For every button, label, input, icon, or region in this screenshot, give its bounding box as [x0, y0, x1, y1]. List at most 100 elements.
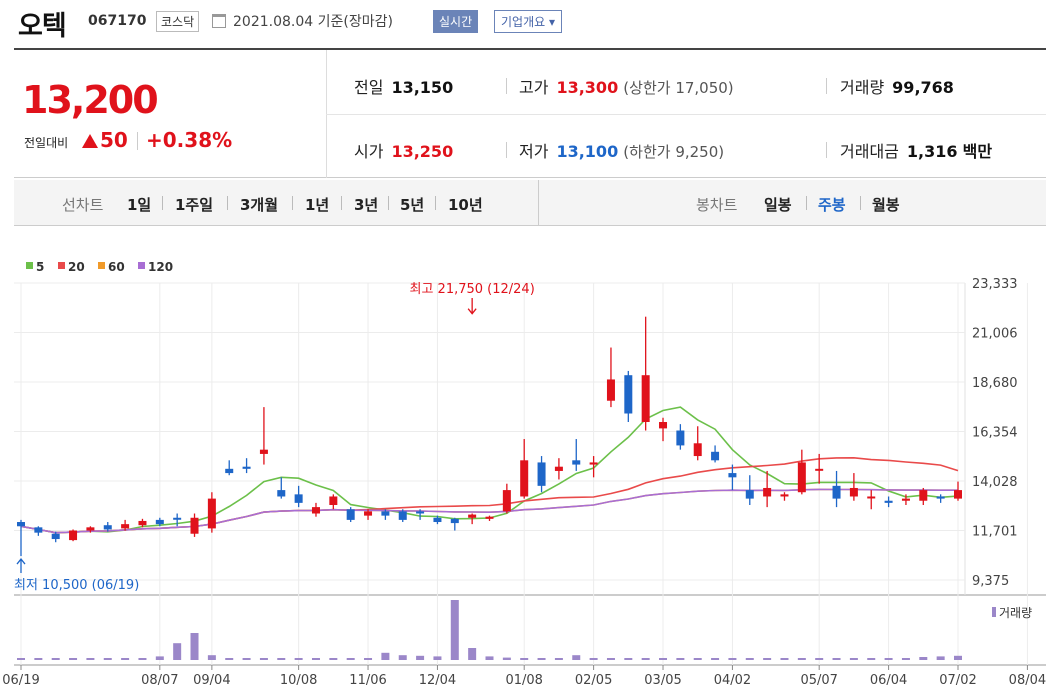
low-value: 13,100 — [556, 142, 619, 161]
realtime-button[interactable]: 실시간 — [433, 10, 479, 33]
volume-bar — [711, 658, 720, 660]
x-tick-label: 08/04 — [1009, 673, 1046, 688]
legend-swatch — [26, 262, 33, 269]
candle-body — [728, 473, 737, 478]
tab-1w[interactable]: 1주일 — [175, 196, 214, 214]
volume-bar — [329, 658, 338, 660]
high-price: 고가 13,300 (상한가 17,050) — [519, 74, 734, 98]
volume-bar — [103, 658, 112, 660]
volume-legend-label: 거래량 — [999, 606, 1032, 620]
current-price: 13,200 — [22, 78, 159, 122]
tab-monthly[interactable]: 월봉 — [872, 196, 900, 214]
candle-body — [659, 422, 668, 429]
candle-body — [138, 520, 147, 526]
candle-body — [676, 430, 685, 446]
divider — [292, 196, 293, 210]
candle-body — [51, 533, 60, 540]
volume-bar — [901, 658, 910, 660]
legend-label: 5 — [36, 260, 44, 274]
tab-3y[interactable]: 3년 — [354, 196, 379, 214]
max-arrow — [467, 298, 477, 315]
divider — [506, 142, 507, 158]
candle-body — [34, 527, 43, 533]
x-tick-label: 11/06 — [349, 673, 386, 688]
stock-name: 오텍 — [18, 11, 67, 42]
open-label: 시가 — [354, 142, 384, 161]
tab-5y[interactable]: 5년 — [400, 196, 425, 214]
candle-body — [954, 490, 962, 499]
volume-bar — [398, 655, 407, 660]
candle-body — [867, 496, 876, 499]
volume-bar — [433, 656, 442, 660]
candle-body — [884, 500, 893, 503]
legend-label: 120 — [148, 260, 173, 274]
candle-body — [346, 509, 355, 520]
candle-body — [173, 517, 182, 520]
candle-body — [277, 490, 286, 497]
legend-swatch — [98, 262, 105, 269]
candle-body — [17, 522, 25, 527]
volume-bar — [763, 658, 772, 660]
candle-body — [242, 466, 251, 469]
candle-body — [207, 498, 216, 529]
candle-body — [606, 379, 615, 401]
company-overview-dropdown[interactable]: 기업개요 ▾ — [494, 10, 562, 33]
tab-10y[interactable]: 10년 — [448, 196, 483, 214]
volume-bar — [416, 655, 425, 660]
volume-bar — [954, 655, 962, 660]
candle-body — [745, 490, 754, 499]
volume-bar — [797, 658, 806, 660]
candle-body — [190, 517, 199, 534]
candle-body — [763, 487, 772, 497]
candle-body — [225, 468, 234, 474]
volume-bar — [745, 658, 754, 660]
candle-body — [121, 524, 130, 529]
y-tick-label: 18,680 — [972, 376, 1018, 391]
divider — [341, 196, 342, 210]
tab-daily[interactable]: 일봉 — [764, 196, 792, 214]
candle-body — [468, 514, 477, 518]
volume-bar — [242, 658, 251, 660]
tab-1d[interactable]: 1일 — [127, 196, 152, 214]
volume-bar — [86, 658, 95, 660]
legend-label: 60 — [108, 260, 125, 274]
volume-bar — [190, 633, 199, 660]
volume-bar — [450, 600, 459, 660]
volume-bar — [225, 658, 234, 660]
candle-body — [86, 527, 95, 531]
tab-weekly[interactable]: 주봉 — [818, 196, 846, 214]
candle-body — [693, 443, 702, 457]
x-tick-label: 07/02 — [939, 673, 976, 688]
volume-bar — [485, 656, 494, 660]
volume-bar — [815, 658, 824, 660]
volume-bar — [659, 658, 668, 660]
legend-swatch — [138, 262, 145, 269]
tab-1y[interactable]: 1년 — [305, 196, 330, 214]
volume-bar — [364, 658, 373, 660]
stock-code: 067170 — [88, 13, 147, 29]
open-price: 시가 13,250 — [354, 138, 453, 162]
volume-bar — [17, 658, 25, 660]
tab-3m[interactable]: 3개월 — [240, 196, 279, 214]
candle-body — [329, 496, 338, 505]
volume-bar — [346, 658, 355, 660]
volume-bar — [884, 658, 893, 660]
x-tick-label: 12/04 — [419, 673, 456, 688]
prev-close: 전일 13,150 — [354, 74, 453, 98]
y-tick-label: 9,375 — [972, 574, 1009, 589]
market-badge: 코스닥 — [156, 11, 200, 32]
candle-body — [381, 511, 390, 516]
x-tick-label: 04/02 — [714, 673, 751, 688]
min-arrow — [16, 558, 26, 573]
volume-bar — [676, 658, 685, 660]
candle-body — [711, 451, 720, 461]
candle-body — [919, 490, 928, 501]
divider — [326, 114, 1046, 115]
volume-bar — [69, 658, 78, 660]
volume-bar — [624, 658, 633, 660]
candle-body — [624, 375, 633, 414]
amount-label: 거래대금 — [840, 142, 899, 161]
candle-body — [364, 511, 373, 516]
divider — [806, 196, 807, 210]
candle-body — [641, 375, 650, 423]
